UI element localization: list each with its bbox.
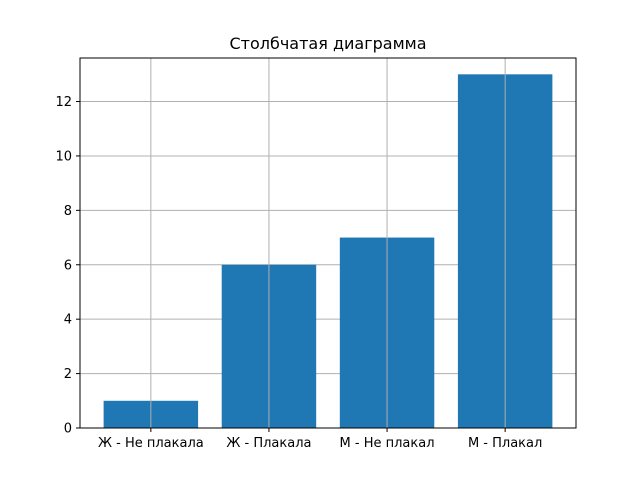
bars [103, 74, 553, 428]
x-axis: Ж - Не плакала Ж - Плакала М - Не плакал М … [98, 428, 542, 451]
y-tick-label: 0 [64, 422, 72, 437]
x-tick-label: М - Не плакал [340, 436, 435, 451]
grid-lines [80, 101, 576, 429]
vertical-grid-lines [150, 58, 506, 428]
x-tick-label: Ж - Плакала [226, 436, 311, 451]
y-tick-label: 8 [64, 204, 72, 219]
y-tick-label: 2 [64, 367, 72, 382]
y-tick-label: 4 [64, 313, 72, 328]
x-tick-label: Ж - Не плакала [98, 436, 204, 451]
y-tick-label: 12 [55, 95, 72, 110]
y-tick-label: 6 [64, 258, 72, 273]
y-tick-label: 10 [55, 149, 72, 164]
chart-title: Столбчатая диаграмма [229, 34, 426, 53]
y-axis: 0 2 4 6 8 10 12 [55, 95, 80, 437]
x-tick-label: М - Плакал [468, 436, 542, 451]
plot-frame [79, 57, 577, 429]
